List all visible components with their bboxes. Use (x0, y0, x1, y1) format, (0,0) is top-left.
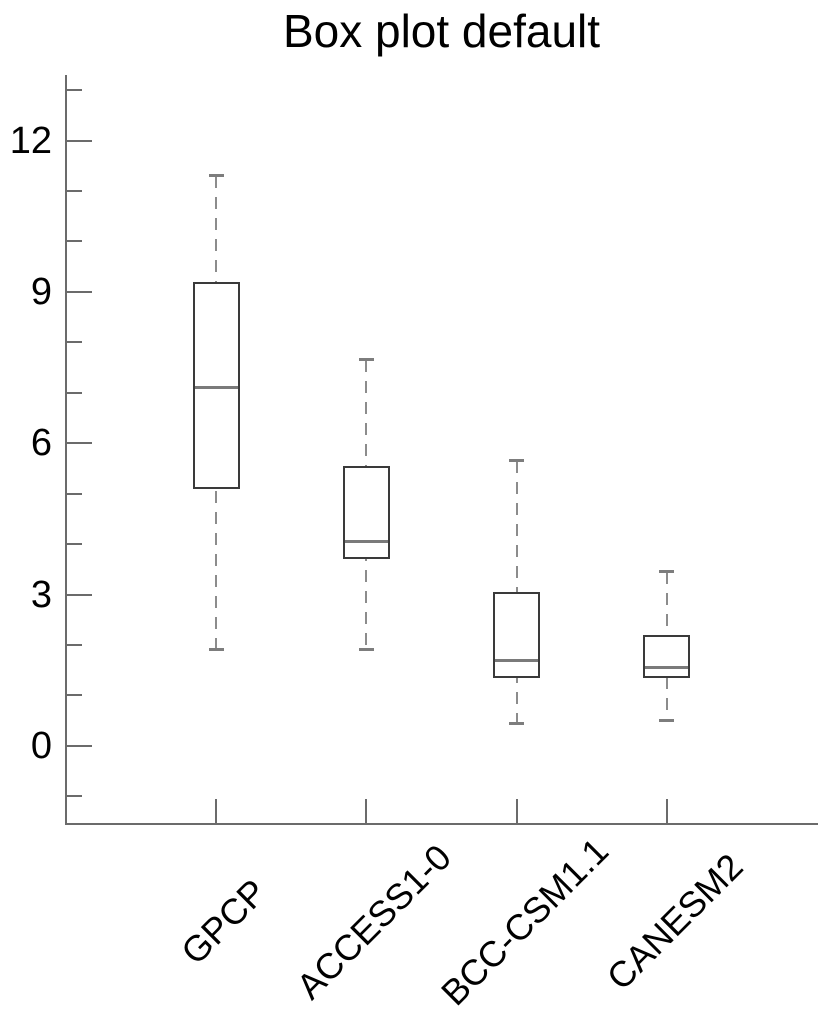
boxplot-box (643, 634, 691, 678)
boxplot-cap-bottom (208, 648, 224, 652)
x-tick-label: BCC-CSM1.1 (432, 830, 616, 1014)
x-tick (515, 799, 518, 823)
boxplot-box (493, 591, 541, 678)
y-major-tick (67, 593, 92, 596)
x-tick (215, 799, 218, 823)
y-major-tick (67, 442, 92, 445)
y-tick-label: 9 (30, 270, 52, 313)
y-minor-tick (67, 643, 82, 646)
y-minor-tick (67, 190, 82, 192)
x-tick (365, 799, 368, 823)
y-minor-tick (67, 341, 82, 344)
y-minor-tick (67, 543, 82, 546)
chart-title: Box plot default (282, 5, 601, 57)
y-minor-tick (67, 89, 82, 92)
boxplot-whisker (515, 460, 518, 724)
y-tick-label: 3 (30, 573, 52, 616)
boxplot-cap-top (358, 358, 374, 362)
y-major-tick (67, 139, 92, 142)
boxplot-box (342, 465, 390, 560)
x-tick (665, 799, 668, 823)
boxplot-box (192, 281, 240, 489)
boxplot-cap-top (208, 174, 224, 178)
y-minor-tick (67, 694, 82, 697)
boxplot-cap-top (509, 459, 525, 463)
boxplot-cap-bottom (659, 719, 675, 723)
boxplot-cap-top (659, 570, 675, 574)
boxplot-median (194, 386, 238, 390)
y-tick-label: 12 (9, 119, 52, 162)
x-tick-label: GPCP (173, 871, 275, 973)
y-minor-tick (67, 795, 82, 798)
boxplot-median (344, 540, 388, 544)
boxplot-cap-bottom (509, 721, 525, 725)
y-tick-label: 0 (30, 724, 52, 767)
boxplot-cap-bottom (358, 648, 374, 652)
y-minor-tick (67, 240, 82, 243)
y-tick-label: 6 (30, 422, 52, 465)
x-tick-label: CANESM2 (598, 845, 751, 998)
y-major-tick (67, 744, 92, 747)
boxplot-median (645, 666, 689, 670)
boxplot-median (495, 658, 539, 662)
y-minor-tick (67, 391, 82, 394)
x-axis-line (65, 823, 818, 825)
y-axis-line (65, 75, 67, 825)
y-minor-tick (67, 492, 82, 495)
y-major-tick (67, 290, 92, 293)
